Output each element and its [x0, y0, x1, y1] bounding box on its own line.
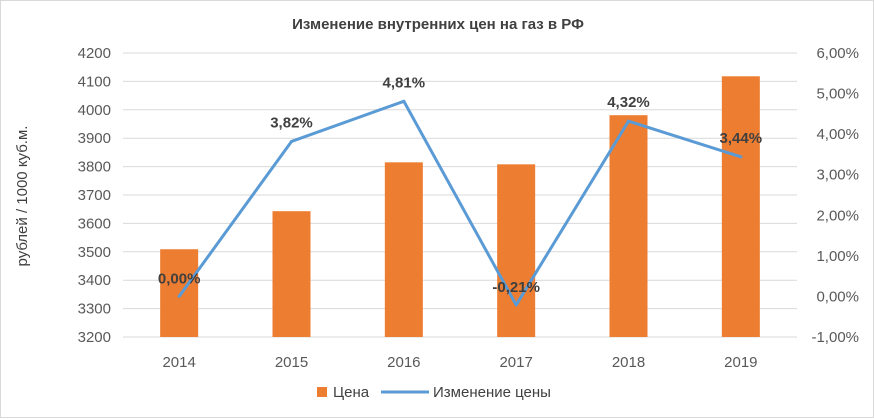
- line-series: [177, 99, 743, 307]
- y2-tick-label: 6,00%: [816, 45, 859, 62]
- series-line: [177, 99, 742, 307]
- data-label: 4,81%: [383, 74, 426, 91]
- y-axis-title: рублей / 1000 куб.м.: [14, 126, 31, 267]
- x-tick-label: 2014: [162, 354, 195, 371]
- y-tick-label: 3700: [78, 187, 111, 204]
- bars: [160, 76, 760, 338]
- y2-tick-label: -1,00%: [811, 329, 859, 346]
- axes: 3200 3300 3400 3500 3600 3700 3800 3900 4000 4100…: [78, 45, 859, 371]
- data-label: 3,44%: [720, 130, 763, 147]
- x-tick-label: 2016: [387, 354, 420, 371]
- data-label: 4,32%: [607, 94, 650, 111]
- line-point: [627, 119, 630, 123]
- x-tick-label: 2015: [275, 354, 308, 371]
- chart-title: Изменение внутренних цен на газ в РФ: [292, 16, 584, 33]
- data-label: -0,21%: [492, 279, 540, 296]
- legend: Цена Изменение цены: [317, 384, 551, 401]
- y-tick-label: 4100: [78, 73, 111, 90]
- y2-tick-label: 5,00%: [816, 86, 859, 103]
- y-tick-label: 3400: [78, 272, 111, 289]
- y-tick-label: 3300: [78, 301, 111, 318]
- y-tick-label: 4200: [78, 45, 111, 62]
- y-tick-label: 3800: [78, 159, 111, 176]
- data-label: 0,00%: [158, 270, 201, 287]
- y2-tick-label: 4,00%: [816, 126, 859, 143]
- y-tick-label: 3500: [78, 244, 111, 261]
- data-label: 3,82%: [270, 114, 313, 131]
- legend-label-price: Цена: [333, 384, 370, 401]
- y2-tick-label: 0,00%: [816, 288, 859, 305]
- bar: [384, 162, 423, 337]
- y2-tick-label: 1,00%: [816, 248, 859, 265]
- legend-label-change: Изменение цены: [433, 384, 551, 401]
- bar: [609, 115, 648, 337]
- gridlines: [123, 52, 797, 338]
- y-tick-label: 3900: [78, 130, 111, 147]
- bar: [497, 164, 536, 337]
- x-tick-label: 2017: [499, 354, 532, 371]
- y2-tick-label: 3,00%: [816, 167, 859, 184]
- x-tick-label: 2018: [612, 354, 645, 371]
- line-point: [514, 303, 518, 307]
- line-point: [290, 139, 293, 143]
- line-point: [177, 294, 181, 298]
- bar: [272, 211, 311, 337]
- line-point: [402, 99, 406, 103]
- y-tick-label: 3200: [78, 329, 111, 346]
- y-tick-label: 3600: [78, 215, 111, 232]
- legend-swatch-price: [317, 387, 327, 397]
- y-tick-label: 4000: [78, 102, 111, 119]
- x-tick-label: 2019: [724, 354, 757, 371]
- y2-tick-label: 2,00%: [816, 207, 859, 224]
- bar: [721, 76, 760, 338]
- line-point: [739, 155, 743, 159]
- bar: [160, 249, 199, 337]
- data-labels: 0,00% 3,82% 4,81% -0,21% 4,32% 3,44%: [158, 74, 762, 296]
